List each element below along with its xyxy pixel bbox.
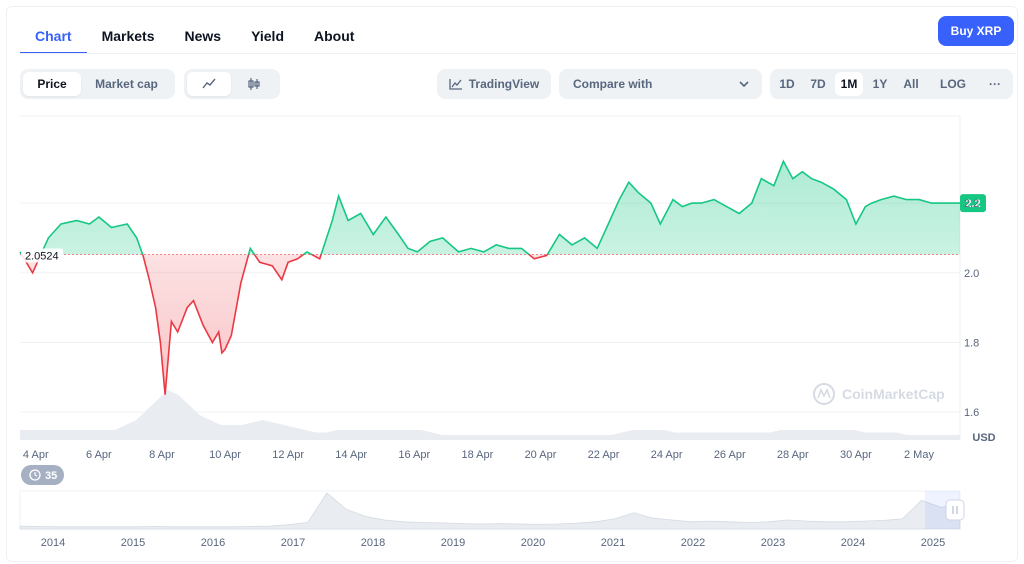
y-tick-label: 1.6 [964,407,979,419]
tab-markets[interactable]: Markets [101,28,155,44]
watermark-text: CoinMarketCap [842,386,945,402]
x-tick-label: 22 Apr [588,449,620,461]
history-icon-hand-2 [34,474,38,477]
x-tick-label: 24 Apr [651,449,683,461]
price-line-up [19,159,960,255]
x-tick-label: 14 Apr [335,449,367,461]
x-tick-label: 18 Apr [461,449,493,461]
coinmarketcap-logo-icon [813,383,835,405]
range-1y-button[interactable]: 1Y [872,77,888,91]
overview-year-label: 2014 [41,537,65,549]
chevron-down-icon [739,81,749,88]
overview-year-ticks: 2014 2015 2016 2017 2018 2019 2020 2021 2022 2023… [41,537,945,549]
coinmarketcap-logo-mark [817,388,831,399]
price-marketcap-toggle: Price Market cap [20,69,175,99]
tab-yield[interactable]: Yield [251,28,284,44]
price-area-down [21,254,548,395]
overview-year-label: 2019 [441,537,465,549]
line-chart-button[interactable] [187,72,231,96]
tab-bar: Chart Markets News Yield About [20,22,369,54]
price-toggle-button[interactable]: Price [23,72,81,96]
y-axis-ticks: 1.6 1.8 2.0 2.2 [964,198,979,419]
log-scale-button[interactable]: LOG [940,77,966,91]
price-line-down [20,254,549,395]
compare-with-select[interactable]: Compare with [559,69,762,99]
reference-label-bg [21,248,63,263]
overview-year-label: 2018 [361,537,385,549]
overview-year-label: 2016 [201,537,225,549]
tab-news[interactable]: News [184,28,222,44]
line-chart-icon [202,78,216,89]
overview-year-label: 2024 [841,537,865,549]
overview-year-label: 2023 [761,537,785,549]
current-price-label: 2.2 [965,198,980,210]
current-price-badge [960,194,986,213]
events-badge-bg [21,465,64,485]
chart-panel [6,6,1018,562]
coinmarketcap-watermark: CoinMarketCap [813,383,945,405]
overview-year-label: 2017 [281,537,305,549]
x-tick-label: 10 Apr [209,449,241,461]
overview-year-label: 2021 [601,537,625,549]
candlestick-chart-button[interactable] [231,72,277,96]
y-tick-label: 1.8 [964,337,979,349]
overview-area [19,492,961,530]
overview-year-label: 2022 [681,537,705,549]
tab-about[interactable]: About [314,28,355,44]
overview-year-label: 2025 [921,537,945,549]
events-count: 35 [45,470,57,482]
history-icon [29,469,41,481]
range-1m-button[interactable]: 1M [835,72,863,96]
y-tick-label: 2.0 [964,268,979,280]
x-tick-label: 6 Apr [86,449,112,461]
range-1d-button[interactable]: 1D [779,77,795,91]
y-tick-label: 2.2 [964,198,979,210]
x-tick-label: 4 Apr [23,449,49,461]
x-tick-label: 12 Apr [272,449,304,461]
x-tick-label: 2 May [904,449,934,461]
more-options-button[interactable]: ··· [989,77,1001,91]
price-area-up [20,161,960,255]
market-cap-toggle-button[interactable]: Market cap [95,77,158,91]
tabs-divider [20,53,1016,54]
x-axis-ticks: 4 Apr 6 Apr 8 Apr 10 Apr 12 Apr 14 Apr 16 Apr 1… [23,449,935,461]
currency-label: USD [972,432,995,444]
events-badge[interactable]: 35 [21,465,64,485]
compare-with-label: Compare with [573,77,653,91]
overview-year-label: 2020 [521,537,545,549]
time-range-selector: 1D 7D 1M 1Y All LOG ··· [770,69,1013,99]
overview-handle[interactable] [945,499,965,521]
volume-area [20,390,960,440]
range-7d-button[interactable]: 7D [810,77,826,91]
range-all-button[interactable]: All [903,77,919,91]
tradingview-label: TradingView [468,77,540,91]
tradingview-icon [449,79,462,90]
tradingview-button[interactable]: TradingView [437,69,551,99]
x-tick-label: 8 Apr [149,449,175,461]
candlestick-icon [248,78,260,90]
x-tick-label: 28 Apr [777,449,809,461]
x-tick-label: 20 Apr [525,449,557,461]
buy-xrp-button[interactable]: Buy XRP [938,16,1014,46]
overview-handle-box [945,499,965,521]
x-tick-label: 26 Apr [714,449,746,461]
chart-type-toggle [184,69,280,99]
overview-year-label: 2015 [121,537,145,549]
x-tick-label: 30 Apr [840,449,872,461]
reference-price-label: 2.0524 [25,251,59,263]
x-tick-label: 16 Apr [398,449,430,461]
